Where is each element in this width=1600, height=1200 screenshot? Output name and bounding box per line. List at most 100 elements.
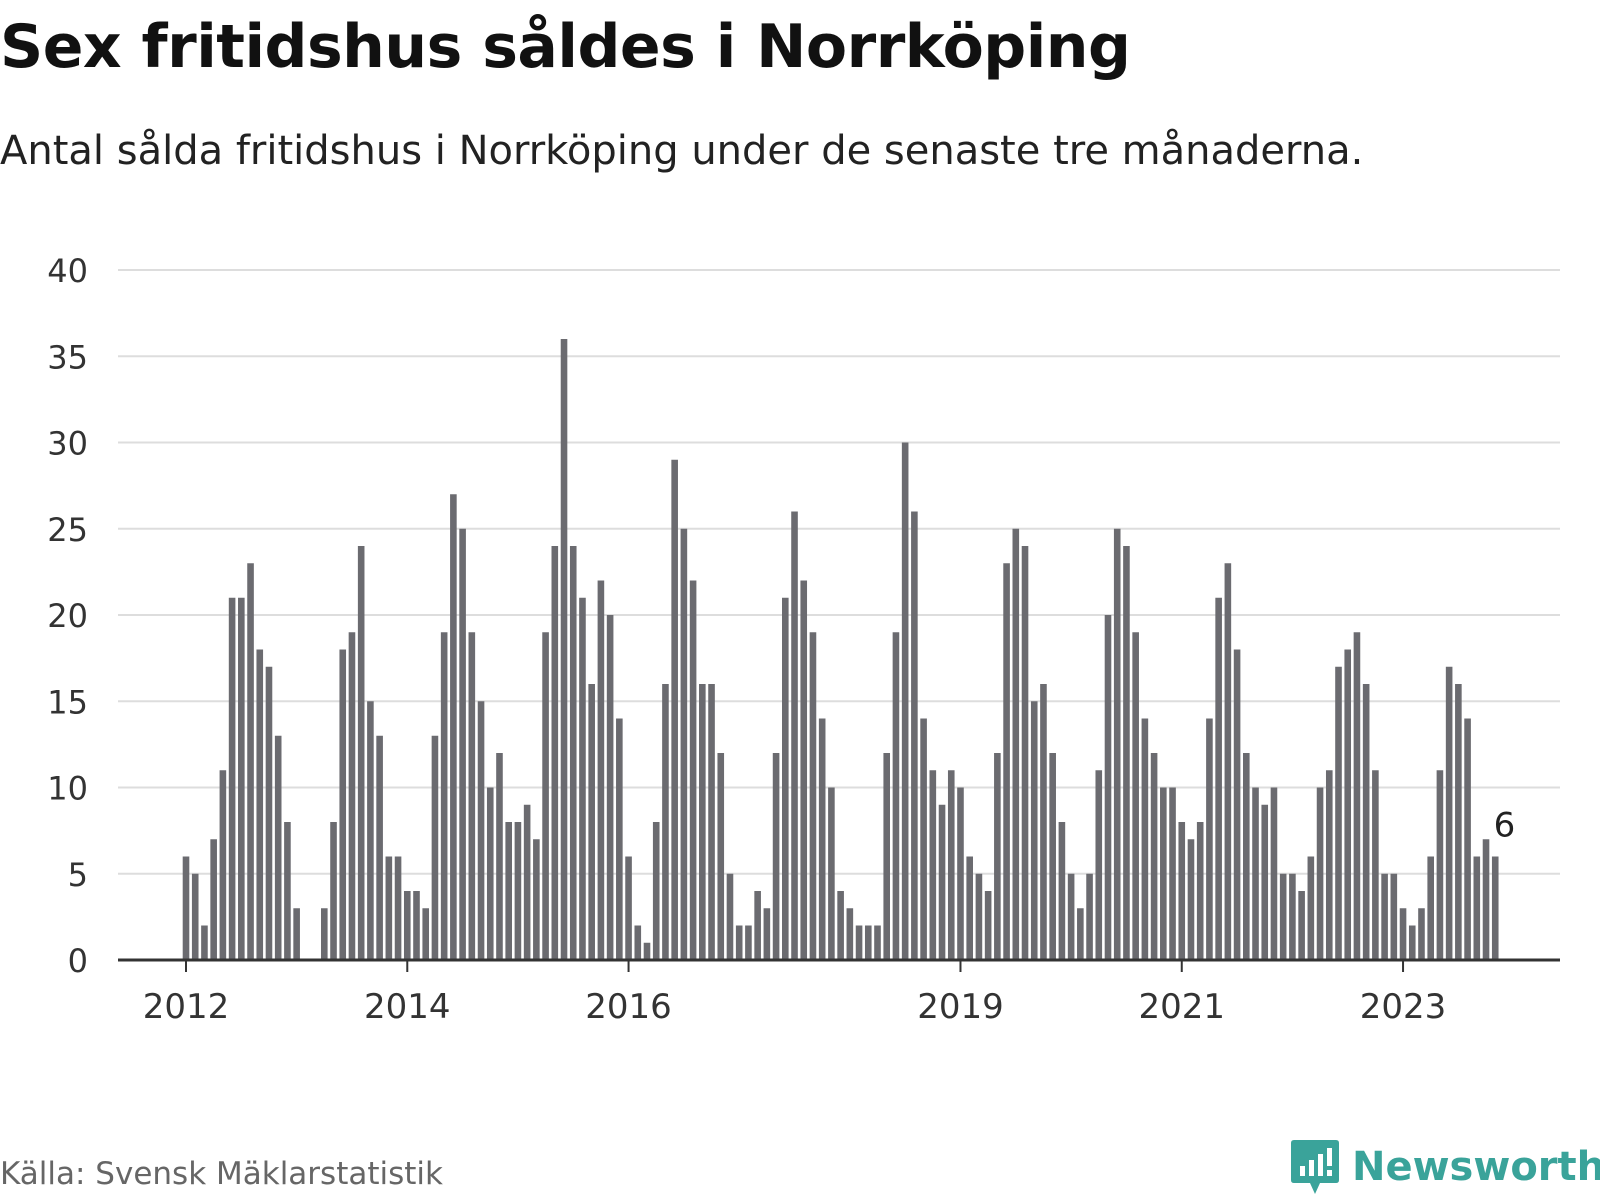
bar [1270,787,1278,960]
bar [210,839,217,960]
bar [901,442,909,960]
bar [1206,718,1213,960]
bar [837,891,844,960]
y-tick-label: 5 [68,856,88,894]
bar [1141,718,1149,960]
bar [385,856,393,960]
bar [496,753,503,960]
bar [1289,873,1296,960]
bar [1427,856,1434,960]
newsworthy-logo-icon [1291,1140,1339,1194]
bar [542,632,549,960]
bar [1316,787,1324,960]
bar [855,925,863,960]
bar [652,822,660,960]
x-tick-label: 2014 [364,987,451,1027]
bar [1482,839,1490,960]
bar [818,718,826,960]
bar [938,804,946,960]
bar [957,787,964,960]
bar [966,856,973,960]
bar [533,839,540,960]
y-tick-label: 15 [47,683,88,721]
bar [689,580,697,960]
bar [1298,891,1305,960]
bar [238,597,245,960]
brand-name: Newsworthy [1352,1144,1600,1190]
bar [1132,632,1139,960]
bar [883,753,891,960]
bar [219,770,227,960]
bar [330,822,337,960]
bar [1445,666,1453,960]
bar [763,908,771,960]
bar [191,873,199,960]
bar [606,615,614,960]
bar [1455,684,1462,960]
bar [201,925,208,960]
brand: Newsworthy [1290,1138,1600,1196]
bar [357,546,365,960]
bar [514,822,522,960]
y-tick-label: 30 [47,425,88,463]
bar [947,770,955,960]
bar [846,908,854,960]
bar [1408,925,1416,960]
bar [828,787,835,960]
bar [1150,753,1158,960]
y-tick-label: 20 [47,597,88,635]
bar [1335,666,1342,960]
bar [1279,873,1287,960]
chart-subtitle: Antal sålda fritidshus i Norrköping unde… [0,128,1364,174]
bar [256,649,264,960]
bar [284,822,291,960]
bar [782,597,789,960]
bar [348,632,356,960]
bar [1344,649,1352,960]
bar [1491,856,1499,960]
bar [486,787,494,960]
x-tick-label: 2019 [917,987,1004,1027]
bar [625,856,632,960]
highlight-value-label: 6 [1494,806,1516,846]
bar [413,891,420,960]
bar [579,597,586,960]
bar [772,753,780,960]
bar [1224,563,1232,960]
bar [1049,753,1056,960]
bar [800,580,808,960]
bar [468,632,476,960]
bar [1040,684,1047,960]
bar [1067,873,1075,960]
bar [920,718,927,960]
bar [745,925,752,960]
bar [994,753,1001,960]
bar-chart: 0 5 10 15 20 25 30 35 40 2012 2014 2016 2019 2021 2023… [47,252,1560,1027]
bar [1436,770,1444,960]
bar [1086,873,1093,960]
chart-title: Sex fritidshus såldes i Norrköping [0,12,1131,82]
bar [1012,528,1020,960]
x-tick-label: 2012 [143,987,230,1027]
x-tick-label: 2021 [1138,987,1225,1027]
bar [394,856,402,960]
bar [1160,787,1167,960]
bar [1243,753,1250,960]
bar [1261,804,1269,960]
bar [1178,822,1186,960]
bar [791,511,798,960]
bar [671,459,678,960]
bar [1123,546,1130,960]
bar [1473,856,1481,960]
bar [431,735,439,960]
bar [265,666,273,960]
y-tick-label: 40 [47,252,88,290]
bar [597,580,605,960]
source-note: Källa: Svensk Mäklarstatistik [0,1156,443,1192]
bar [1390,873,1398,960]
bar [422,908,430,960]
bar [1399,908,1407,960]
y-tick-label: 25 [47,511,88,549]
bar [874,925,881,960]
bar [1021,546,1029,960]
